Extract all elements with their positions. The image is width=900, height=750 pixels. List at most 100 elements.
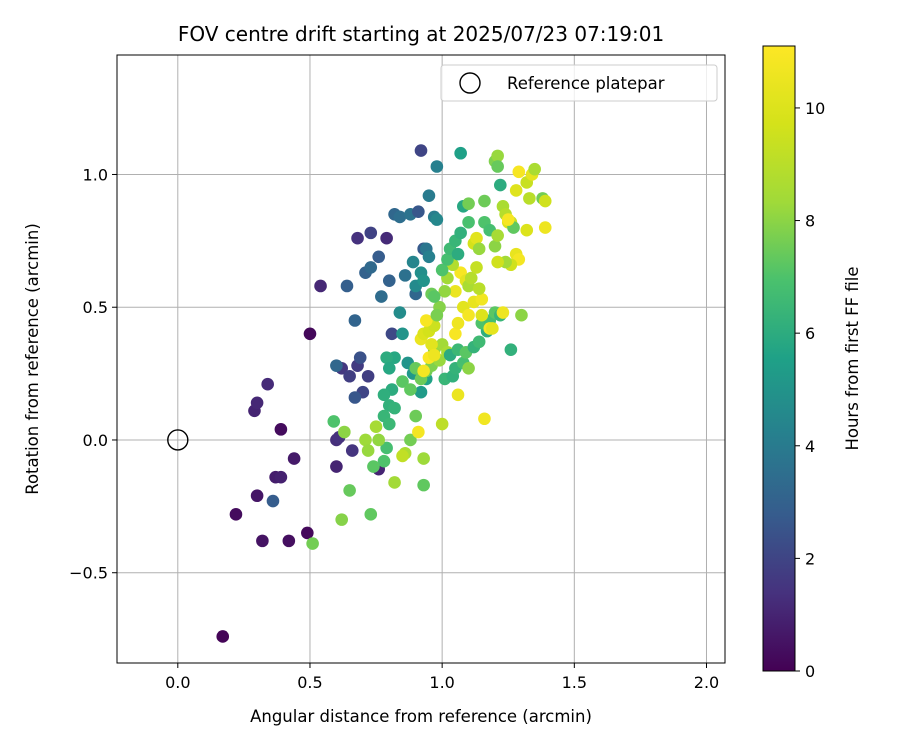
data-point bbox=[417, 478, 430, 492]
data-point bbox=[377, 388, 391, 402]
data-point bbox=[449, 327, 462, 341]
data-point bbox=[501, 213, 515, 226]
data-point bbox=[470, 231, 483, 245]
data-point bbox=[330, 460, 343, 473]
data-point bbox=[372, 433, 386, 447]
y-tick-label: 0.0 bbox=[83, 431, 108, 450]
data-point bbox=[475, 308, 489, 322]
data-point bbox=[314, 279, 327, 293]
data-point bbox=[422, 189, 436, 203]
colorbar-tick-label: 8 bbox=[805, 212, 815, 231]
data-point bbox=[393, 210, 407, 224]
data-point bbox=[380, 231, 393, 245]
data-point bbox=[472, 282, 486, 295]
data-point bbox=[266, 494, 280, 508]
data-point bbox=[250, 396, 264, 410]
y-tick-label: 0.5 bbox=[83, 298, 108, 317]
colorbar: 0 2 4 6 8 10 Hours from first FF file bbox=[762, 45, 862, 681]
data-points bbox=[216, 144, 552, 643]
axis-ticks: 0.0 0.5 1.0 1.5 2.0 −0.5 0.0 0.5 1.0 bbox=[69, 165, 719, 692]
data-point bbox=[348, 314, 362, 327]
data-point bbox=[396, 327, 409, 341]
data-point bbox=[364, 226, 378, 240]
data-point bbox=[491, 229, 504, 242]
data-point bbox=[345, 444, 359, 457]
data-point bbox=[388, 401, 401, 415]
data-point bbox=[327, 415, 341, 428]
reference-marker-layer bbox=[167, 429, 189, 451]
data-point bbox=[338, 425, 351, 439]
data-point bbox=[486, 322, 499, 335]
data-point bbox=[287, 452, 301, 465]
data-point bbox=[430, 213, 444, 226]
data-point bbox=[412, 205, 425, 218]
data-point bbox=[216, 630, 230, 643]
data-point bbox=[427, 290, 441, 303]
data-point bbox=[488, 239, 502, 253]
data-point bbox=[385, 327, 399, 341]
data-point bbox=[404, 433, 417, 447]
data-point bbox=[538, 221, 552, 234]
data-point bbox=[343, 369, 356, 383]
data-point bbox=[454, 226, 467, 240]
data-point bbox=[475, 292, 489, 306]
data-point bbox=[491, 255, 504, 269]
colorbar-label: Hours from first FF file bbox=[843, 266, 862, 450]
data-point bbox=[412, 425, 425, 439]
data-point bbox=[496, 306, 510, 319]
data-point bbox=[364, 261, 378, 274]
data-point bbox=[464, 271, 478, 285]
colorbar-tick-label: 4 bbox=[805, 437, 815, 456]
data-point bbox=[419, 314, 433, 327]
data-point bbox=[462, 361, 475, 375]
colorbar-tick-label: 0 bbox=[805, 662, 815, 681]
colorbar-gradient bbox=[762, 45, 796, 672]
data-point bbox=[451, 388, 465, 402]
legend-entry-reference-platepar: Reference platepar bbox=[507, 74, 665, 93]
data-point bbox=[261, 377, 274, 391]
data-point bbox=[472, 242, 486, 256]
data-point bbox=[274, 470, 288, 484]
data-point bbox=[435, 417, 449, 431]
data-point bbox=[380, 351, 393, 364]
data-point bbox=[491, 160, 504, 173]
data-point bbox=[406, 255, 420, 269]
data-point bbox=[303, 327, 317, 341]
data-point bbox=[430, 160, 444, 173]
colorbar-ticks: 0 2 4 6 8 10 bbox=[795, 99, 825, 681]
data-point bbox=[361, 444, 375, 457]
y-axis-label: Rotation from reference (arcmin) bbox=[23, 223, 42, 495]
x-axis-label: Angular distance from reference (arcmin) bbox=[250, 707, 592, 726]
data-point bbox=[417, 364, 430, 378]
data-point bbox=[274, 423, 288, 436]
x-tick-label: 1.5 bbox=[562, 673, 587, 692]
data-point bbox=[462, 197, 475, 210]
data-point bbox=[422, 250, 436, 264]
data-point bbox=[462, 215, 475, 229]
data-point bbox=[398, 269, 412, 282]
reference-platepar-marker bbox=[167, 429, 189, 451]
data-point bbox=[306, 537, 319, 550]
data-point bbox=[364, 508, 378, 521]
data-point bbox=[472, 335, 486, 349]
data-point bbox=[404, 383, 417, 396]
data-point bbox=[438, 284, 452, 298]
data-point bbox=[375, 290, 388, 303]
plot-frame bbox=[116, 54, 726, 664]
data-point bbox=[393, 306, 407, 319]
data-point bbox=[425, 338, 438, 351]
colorbar-tick-label: 2 bbox=[805, 549, 815, 568]
data-point bbox=[377, 454, 391, 468]
data-point bbox=[441, 253, 454, 266]
data-point bbox=[470, 261, 483, 274]
data-point bbox=[520, 223, 534, 237]
data-point bbox=[348, 391, 362, 404]
data-point bbox=[430, 308, 444, 322]
data-point bbox=[478, 194, 491, 208]
data-point bbox=[515, 308, 528, 322]
colorbar-tick-label: 10 bbox=[805, 99, 825, 118]
x-tick-label: 0.0 bbox=[165, 673, 190, 692]
data-point bbox=[409, 409, 423, 423]
data-point bbox=[435, 263, 449, 277]
data-point bbox=[396, 449, 409, 463]
